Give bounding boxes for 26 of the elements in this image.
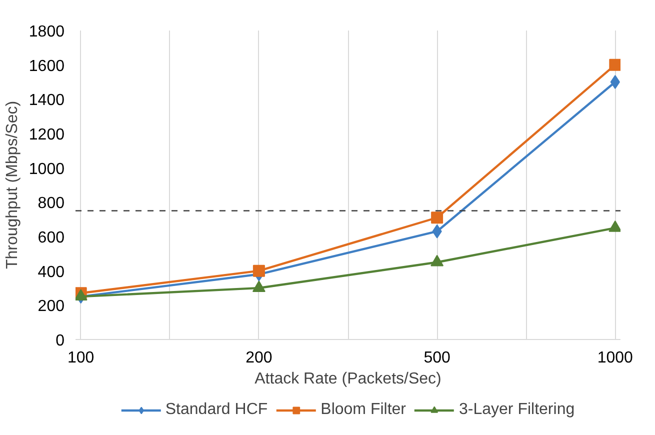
y-axis-title: Throughput (Mbps/Sec) [4, 100, 21, 270]
y-tick-label: 600 [38, 230, 65, 246]
y-tick-label: 1600 [28, 58, 65, 75]
point [430, 254, 444, 266]
y-tick-label: 1000 [28, 160, 65, 178]
point [431, 212, 444, 224]
x-tick-label: 1000 [597, 350, 634, 366]
y-tick-label: 1400 [28, 92, 65, 110]
point [610, 75, 620, 89]
x-tick-label: 200 [246, 350, 272, 366]
legend-label: Bloom Filter [320, 401, 406, 419]
y-tick-label: 1800 [28, 24, 65, 40]
point [252, 280, 266, 292]
y-tick-label: 800 [38, 195, 65, 212]
y-tick-label: 0 [56, 332, 65, 350]
y-tick-label: 200 [38, 298, 65, 316]
point [252, 264, 265, 277]
point [609, 58, 620, 71]
x-tick-label: 500 [424, 350, 450, 366]
y-tick-label: 1200 [28, 126, 65, 144]
legend-label: 3-Layer Filtering [459, 401, 575, 419]
y-tick-label: 400 [38, 264, 65, 281]
x-tick-label: 100 [67, 350, 94, 366]
x-axis-title: Attack Rate (Packets/Sec) [254, 370, 442, 388]
point [608, 220, 620, 232]
legend-label: Standard HCF [165, 401, 268, 419]
